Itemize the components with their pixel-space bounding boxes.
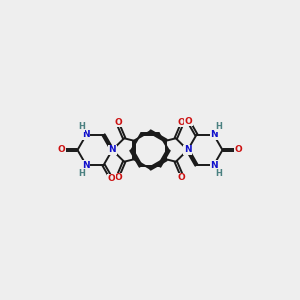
Text: O: O	[108, 175, 116, 184]
Text: H: H	[78, 122, 85, 131]
Text: O: O	[177, 173, 185, 182]
Text: H: H	[215, 122, 222, 131]
Text: N: N	[82, 160, 90, 169]
Text: O: O	[115, 118, 123, 127]
Text: O: O	[58, 146, 65, 154]
Text: O: O	[184, 116, 192, 125]
Text: N: N	[210, 160, 218, 169]
Text: O: O	[177, 118, 185, 127]
Text: N: N	[82, 130, 90, 140]
Text: O: O	[115, 173, 123, 182]
Text: N: N	[210, 130, 218, 140]
Text: H: H	[215, 169, 222, 178]
Text: N: N	[184, 146, 191, 154]
Text: N: N	[109, 146, 116, 154]
Text: O: O	[235, 146, 242, 154]
Text: H: H	[78, 169, 85, 178]
